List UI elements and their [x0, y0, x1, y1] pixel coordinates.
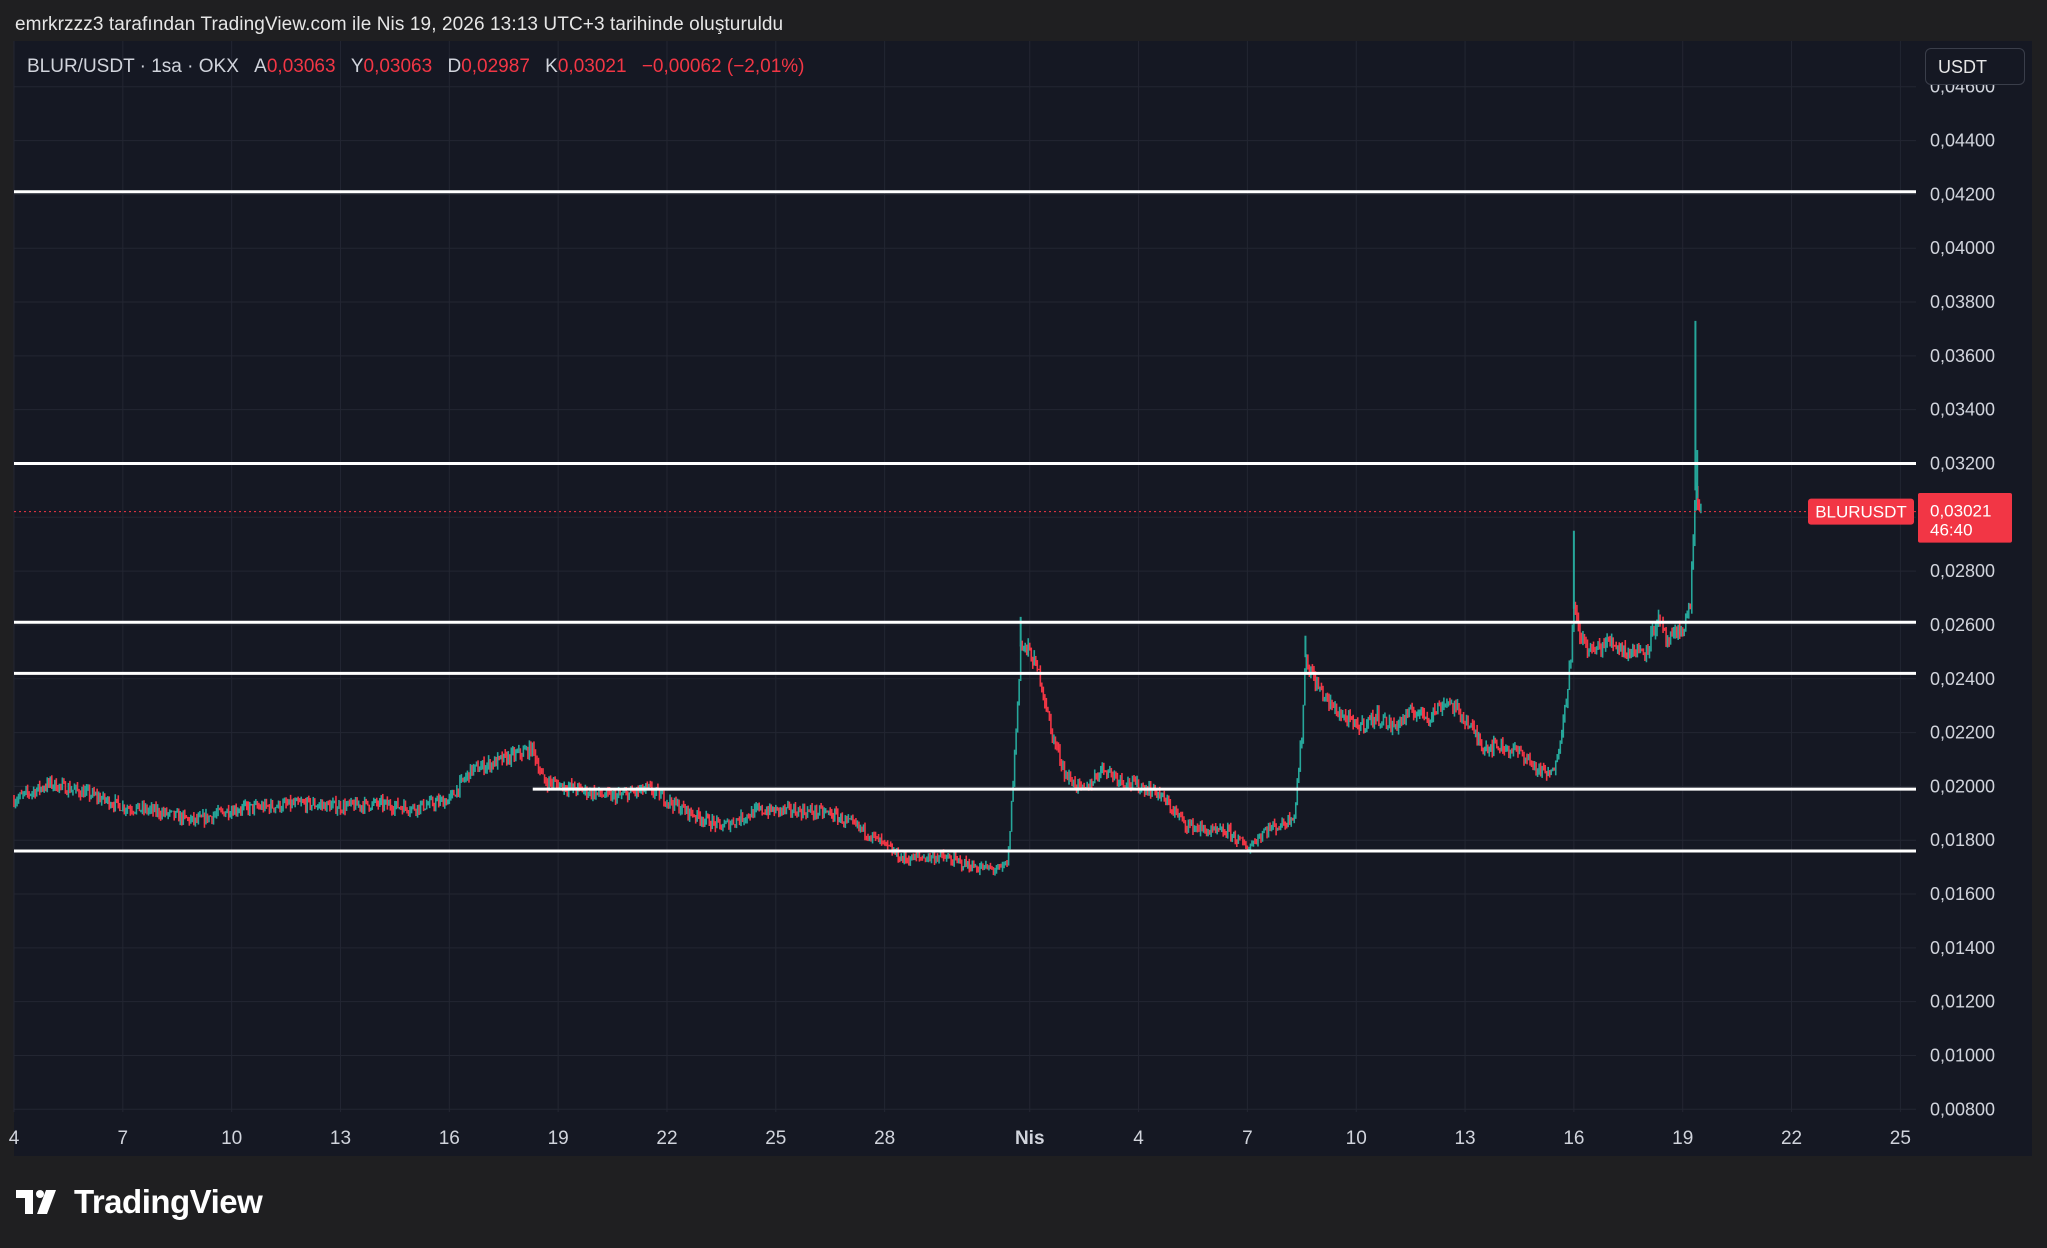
legend-low-label: D — [447, 56, 462, 77]
y-tick-label: 0,00800 — [1930, 1099, 1995, 1119]
y-tick-label: 0,02400 — [1930, 669, 1995, 689]
y-tick-label: 0,04400 — [1930, 131, 1995, 151]
x-tick-label: 7 — [118, 1128, 129, 1149]
x-tick-label: 10 — [221, 1128, 242, 1149]
x-tick-label: 10 — [1346, 1128, 1367, 1149]
x-tick-label: 4 — [9, 1128, 20, 1149]
legend-open-label: A — [254, 56, 267, 77]
x-tick-label: 7 — [1242, 1128, 1253, 1149]
legend-open-value: 0,03063 — [266, 56, 336, 77]
y-tick-label: 0,01800 — [1930, 830, 1995, 850]
y-tick-label: 0,02600 — [1930, 615, 1995, 635]
y-tick-label: 0,02000 — [1930, 776, 1995, 796]
symbol-price-label — [1808, 498, 1914, 525]
y-tick-label: 0,03400 — [1930, 400, 1995, 420]
chart-frame[interactable] — [14, 41, 2032, 1156]
currency-button[interactable]: USDT — [1925, 48, 2025, 85]
last-price-countdown: 46:40 — [1930, 521, 1973, 540]
y-tick-label: 0,03600 — [1930, 346, 1995, 366]
y-tick-label: 0,01600 — [1930, 884, 1995, 904]
y-tick-label: 0,02800 — [1930, 561, 1995, 581]
tradingview-brand[interactable]: TradingView — [16, 1183, 263, 1221]
x-tick-label: 28 — [874, 1128, 895, 1149]
legend-low-value: 0,02987 — [461, 56, 530, 77]
x-tick-label: 13 — [330, 1128, 351, 1149]
tradingview-logo-icon — [16, 1190, 56, 1214]
chart-attribution: emrkrzzz3 tarafından TradingView.com ile… — [15, 14, 784, 35]
x-tick-label: Nis — [1015, 1128, 1045, 1149]
x-tick-label: 22 — [1781, 1128, 1802, 1149]
last-price-tag-value: 0,03021 — [1930, 502, 1991, 521]
brand-name: TradingView — [74, 1183, 263, 1220]
legend-high-label: Y — [350, 56, 364, 77]
x-tick-label: 16 — [1563, 1128, 1584, 1149]
x-tick-label: 22 — [656, 1128, 677, 1149]
legend-high-value: 0,03063 — [363, 56, 433, 77]
legend-change: −0,00062 (−2,01%) — [641, 56, 805, 77]
x-tick-label: 25 — [765, 1128, 786, 1149]
legend-symbol[interactable]: BLUR/USDT · 1sa · OKX — [27, 56, 239, 77]
last-price-tag — [1918, 497, 2012, 543]
symbol-price-label-text: BLURUSDT — [1815, 503, 1907, 522]
y-tick-label: 0,03200 — [1930, 453, 1995, 473]
y-tick-label: 0,02200 — [1930, 723, 1995, 743]
y-tick-label: 0,04200 — [1930, 184, 1995, 204]
x-tick-label: 25 — [1890, 1128, 1911, 1149]
y-tick-label: 0,03800 — [1930, 292, 1995, 312]
legend-close-value: 0,03021 — [557, 56, 627, 77]
x-tick-label: 4 — [1133, 1128, 1144, 1149]
x-tick-label: 19 — [548, 1128, 569, 1149]
y-tick-label: 0,04000 — [1930, 238, 1995, 258]
x-tick-label: 19 — [1672, 1128, 1693, 1149]
y-tick-label: 0,01000 — [1930, 1045, 1995, 1065]
candles-group — [13, 482, 1702, 876]
x-tick-label: 16 — [439, 1128, 460, 1149]
y-tick-label: 0,01400 — [1930, 938, 1995, 958]
y-tick-label: 0,01200 — [1930, 992, 1995, 1012]
legend-close-label: K — [545, 56, 558, 77]
x-tick-label: 13 — [1454, 1128, 1475, 1149]
symbol-legend: BLUR/USDT · 1sa · OKX A0,03063 Y0,03063 … — [27, 56, 805, 78]
